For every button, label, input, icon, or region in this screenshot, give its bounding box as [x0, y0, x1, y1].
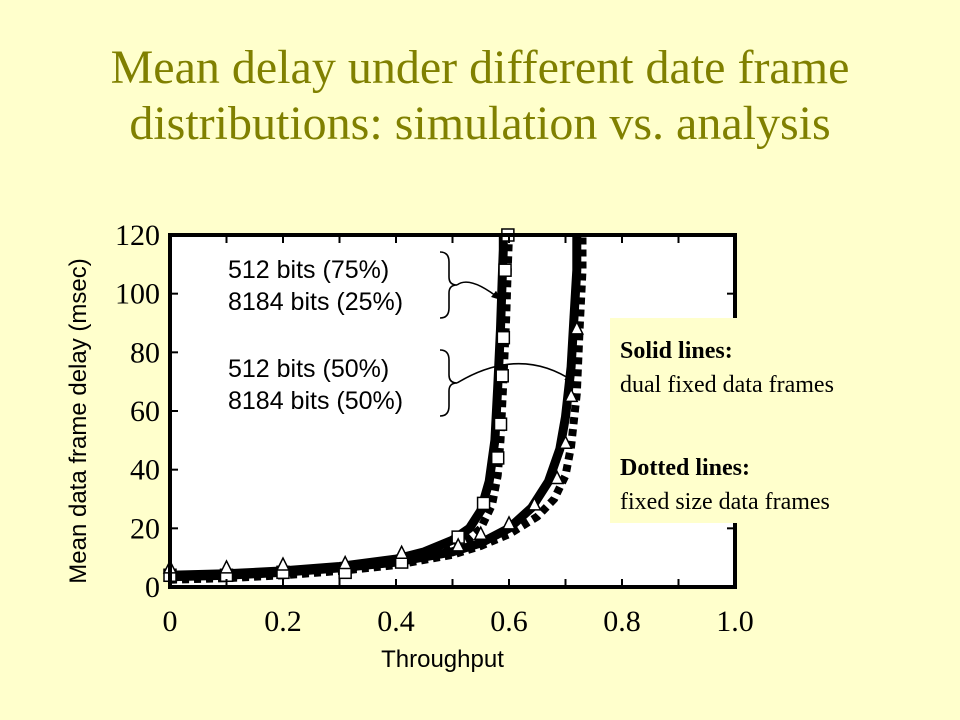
legend-box: [610, 318, 960, 523]
x-tick-label: 0.6: [490, 605, 528, 638]
x-tick-label: 0.4: [377, 605, 415, 638]
x-tick-label: 0.8: [603, 605, 641, 638]
title-line-1: Mean delay under different date frame: [110, 41, 850, 94]
legend-heading-1: Solid lines:: [620, 338, 733, 364]
y-tick-label: 40: [130, 454, 160, 487]
annotation-arrow-2: [456, 362, 575, 384]
x-tick-label: 0.2: [264, 605, 302, 638]
triangle-marker: [549, 469, 565, 485]
y-tick-label: 60: [130, 395, 160, 428]
triangle-marker: [219, 559, 234, 574]
y-tick-label: 80: [130, 336, 160, 369]
annotation-1-line-2: 8184 bits (25%): [228, 288, 403, 316]
triangle-marker: [527, 496, 542, 511]
legend-text-2: fixed size data frames: [620, 489, 830, 515]
legend-heading-2: Dotted lines:: [620, 455, 750, 481]
triangle-marker: [563, 387, 579, 403]
legend-text-1: dual fixed data frames: [620, 372, 834, 398]
y-tick-label: 100: [115, 278, 160, 311]
triangle-marker: [394, 544, 409, 560]
triangle-marker: [275, 556, 291, 571]
y-axis-label: Mean data frame delay (msec): [65, 258, 92, 583]
series-line-2-solid: [169, 235, 582, 582]
triangle-marker: [473, 525, 488, 540]
square-marker: [495, 369, 509, 383]
triangle-marker: [558, 434, 573, 450]
title-line-2: distributions: simulation vs. analysis: [129, 97, 831, 150]
triangle-marker: [337, 554, 353, 570]
square-marker: [493, 417, 508, 431]
series-line-4-dotted: [169, 235, 587, 584]
x-tick-label: 1.0: [716, 605, 754, 638]
annotation-2-line-2: 8184 bits (50%): [228, 387, 403, 415]
y-tick-label: 120: [115, 219, 160, 252]
annotation-1-line-1: 512 bits (75%): [228, 256, 389, 284]
triangle-marker: [450, 537, 466, 552]
x-axis-label: Throughput: [381, 646, 504, 673]
triangle-marker: [569, 320, 585, 335]
square-marker: [476, 496, 491, 511]
x-tick-label: 0: [163, 605, 178, 638]
annotation-2-line-1: 512 bits (50%): [228, 355, 389, 383]
square-marker: [496, 330, 511, 345]
triangle-marker: [501, 515, 517, 530]
page-title: Mean delay under different date frame di…: [0, 40, 960, 152]
square-marker: [498, 263, 512, 277]
y-tick-label: 20: [130, 512, 160, 545]
square-marker: [490, 451, 505, 465]
annotation-arrow-1: [456, 281, 502, 301]
y-tick-label: 0: [145, 571, 160, 604]
